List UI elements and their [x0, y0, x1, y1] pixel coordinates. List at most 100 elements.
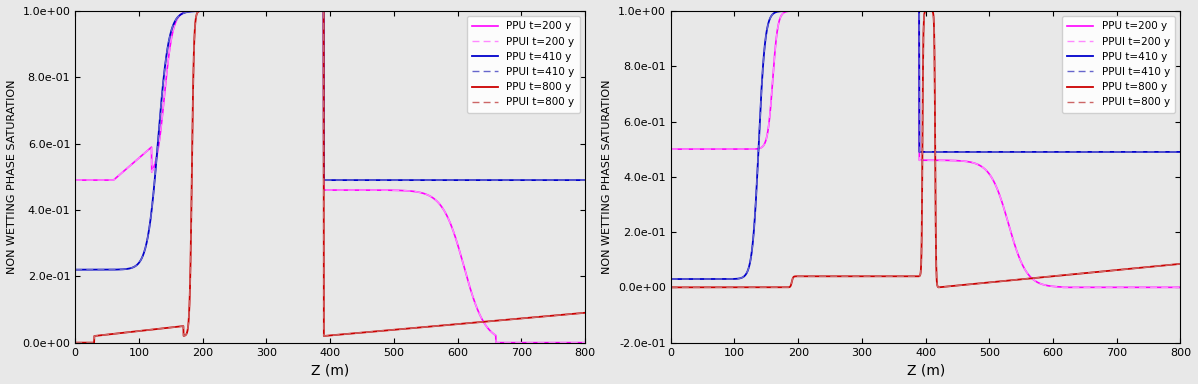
PPUI t=800 y	[95, 333, 109, 338]
Line: PPU t=410 y: PPU t=410 y	[75, 11, 585, 270]
PPU t=200 y	[489, 340, 503, 345]
PPU t=800 y	[563, 312, 577, 316]
PPU t=410 y	[316, 9, 331, 13]
PPU t=200 y	[316, 9, 331, 13]
PPU t=200 y	[1065, 285, 1079, 290]
PPU t=200 y	[180, 9, 194, 13]
PPU t=410 y	[1158, 150, 1173, 154]
PPUI t=200 y	[1055, 285, 1070, 290]
PPU t=800 y	[316, 9, 331, 13]
PPUI t=200 y	[664, 147, 678, 151]
PPU t=200 y	[577, 340, 592, 345]
PPU t=200 y	[1173, 285, 1187, 290]
PPUI t=410 y	[563, 178, 577, 182]
PPU t=410 y	[1173, 150, 1187, 154]
PPUI t=800 y	[898, 274, 913, 279]
PPU t=410 y	[912, 9, 926, 13]
Line: PPU t=800 y: PPU t=800 y	[75, 11, 585, 343]
PPU t=800 y	[912, 274, 926, 279]
PPUI t=800 y	[664, 285, 678, 290]
PPU t=800 y	[1173, 262, 1187, 266]
PPU t=200 y	[898, 9, 913, 13]
Legend: PPU t=200 y, PPUI t=200 y, PPU t=410 y, PPUI t=410 y, PPU t=800 y, PPUI t=800 y: PPU t=200 y, PPUI t=200 y, PPU t=410 y, …	[467, 16, 580, 113]
PPUI t=410 y	[690, 277, 704, 281]
PPUI t=410 y	[869, 9, 883, 13]
PPU t=800 y	[919, 9, 933, 13]
PPU t=200 y	[1158, 285, 1173, 290]
PPU t=800 y	[898, 274, 913, 279]
PPUI t=800 y	[316, 9, 331, 13]
PPU t=410 y	[95, 267, 109, 272]
PPUI t=800 y	[563, 312, 577, 316]
PPU t=410 y	[1065, 150, 1079, 154]
PPU t=800 y	[303, 9, 317, 13]
PPUI t=800 y	[470, 320, 484, 325]
PPU t=800 y	[664, 285, 678, 290]
Line: PPUI t=800 y: PPUI t=800 y	[671, 11, 1180, 287]
PPU t=800 y	[690, 285, 704, 290]
PPUI t=800 y	[919, 9, 933, 13]
PPUI t=800 y	[912, 274, 926, 279]
PPUI t=200 y	[95, 178, 109, 182]
PPUI t=800 y	[577, 311, 592, 315]
PPUI t=410 y	[563, 178, 577, 182]
PPUI t=200 y	[1173, 285, 1187, 290]
PPU t=200 y	[1158, 285, 1173, 290]
PPUI t=410 y	[95, 267, 109, 272]
Y-axis label: NON WETTING PHASE SATURATION: NON WETTING PHASE SATURATION	[603, 79, 612, 274]
PPUI t=410 y	[1173, 150, 1187, 154]
PPUI t=200 y	[1158, 285, 1173, 290]
PPUI t=800 y	[1173, 262, 1187, 266]
PPUI t=200 y	[316, 9, 331, 13]
PPUI t=800 y	[1158, 263, 1173, 268]
PPU t=200 y	[563, 340, 577, 345]
PPUI t=410 y	[316, 9, 331, 13]
PPUI t=800 y	[303, 9, 317, 13]
PPUI t=800 y	[690, 285, 704, 290]
PPU t=410 y	[316, 9, 331, 13]
PPUI t=200 y	[180, 9, 194, 13]
PPU t=410 y	[563, 178, 577, 182]
PPU t=800 y	[1158, 263, 1173, 268]
PPUI t=800 y	[68, 340, 83, 345]
X-axis label: Z (m): Z (m)	[907, 363, 945, 377]
PPUI t=200 y	[791, 9, 805, 13]
PPUI t=800 y	[193, 9, 207, 13]
PPUI t=410 y	[664, 277, 678, 281]
PPU t=200 y	[68, 178, 83, 182]
Line: PPUI t=410 y: PPUI t=410 y	[671, 11, 1180, 279]
Line: PPUI t=200 y: PPUI t=200 y	[671, 11, 1180, 287]
PPU t=200 y	[912, 9, 926, 13]
PPUI t=200 y	[489, 340, 503, 345]
X-axis label: Z (m): Z (m)	[311, 363, 350, 377]
PPUI t=410 y	[1065, 150, 1079, 154]
PPU t=200 y	[1055, 285, 1070, 290]
PPUI t=200 y	[470, 306, 484, 310]
PPUI t=200 y	[577, 340, 592, 345]
PPU t=410 y	[577, 178, 592, 182]
PPU t=200 y	[791, 9, 805, 13]
PPUI t=800 y	[563, 312, 577, 316]
PPU t=410 y	[470, 178, 484, 182]
PPUI t=410 y	[68, 267, 83, 272]
PPU t=410 y	[68, 267, 83, 272]
PPU t=410 y	[869, 9, 883, 13]
PPUI t=410 y	[898, 9, 913, 13]
PPUI t=200 y	[68, 178, 83, 182]
PPUI t=200 y	[563, 340, 577, 345]
PPUI t=410 y	[577, 178, 592, 182]
PPU t=410 y	[690, 277, 704, 281]
PPU t=200 y	[95, 178, 109, 182]
PPU t=800 y	[193, 9, 207, 13]
Line: PPUI t=200 y: PPUI t=200 y	[75, 11, 585, 343]
PPU t=200 y	[303, 9, 317, 13]
PPU t=200 y	[664, 147, 678, 151]
PPUI t=200 y	[898, 9, 913, 13]
PPU t=410 y	[1158, 150, 1173, 154]
PPU t=200 y	[690, 147, 704, 151]
PPUI t=800 y	[1065, 272, 1079, 276]
Line: PPUI t=800 y: PPUI t=800 y	[75, 11, 585, 343]
PPU t=200 y	[563, 340, 577, 345]
PPU t=800 y	[563, 312, 577, 316]
PPU t=200 y	[470, 306, 484, 310]
